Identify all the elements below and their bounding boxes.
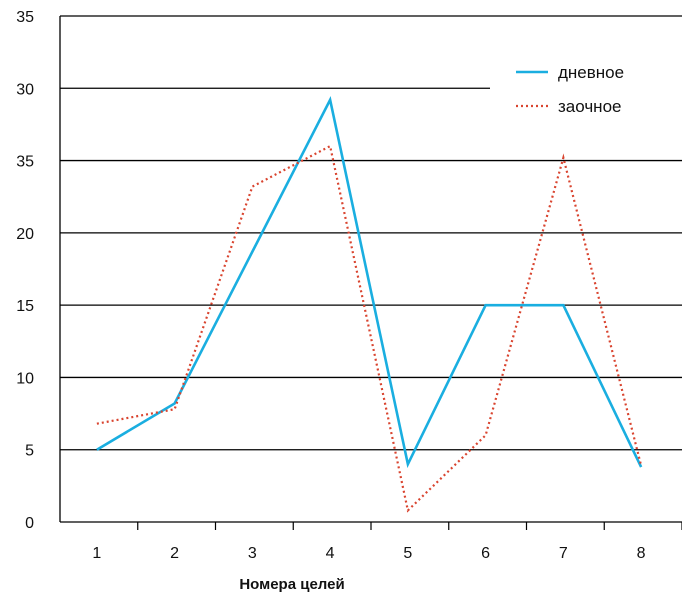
y-tick-label: 35 (16, 9, 34, 26)
legend: дневное заочное (516, 63, 624, 116)
y-tick-label: 15 (16, 298, 34, 315)
x-tick-label: 1 (92, 545, 101, 562)
legend-label: дневное (558, 63, 624, 82)
y-tick-label: 0 (25, 515, 34, 532)
y-axis-tick-labels: 0 5 10 15 20 35 30 35 (16, 9, 34, 532)
legend-label: заочное (558, 97, 621, 116)
x-tick-label: 6 (481, 545, 490, 562)
x-axis-title: Номера целей (239, 576, 344, 593)
gridlines (60, 15, 682, 451)
y-tick-label: 35 (16, 154, 34, 171)
x-axis-tick-labels: 1 2 3 4 5 6 7 8 (92, 545, 645, 562)
y-tick-label: 20 (16, 226, 34, 243)
x-tick-label: 4 (326, 545, 335, 562)
series-lines (96, 96, 643, 513)
x-tick-label: 7 (559, 545, 568, 562)
x-tick-label: 3 (248, 545, 257, 562)
x-tick-label: 8 (637, 545, 646, 562)
y-tick-label: 30 (16, 81, 34, 98)
y-tick-label: 5 (25, 443, 34, 460)
axes (59, 16, 682, 530)
series-line-1 (96, 96, 643, 469)
y-tick-label: 10 (16, 370, 34, 387)
series-line-2 (96, 144, 643, 513)
x-tick-label: 2 (170, 545, 179, 562)
x-tick-label: 5 (403, 545, 412, 562)
